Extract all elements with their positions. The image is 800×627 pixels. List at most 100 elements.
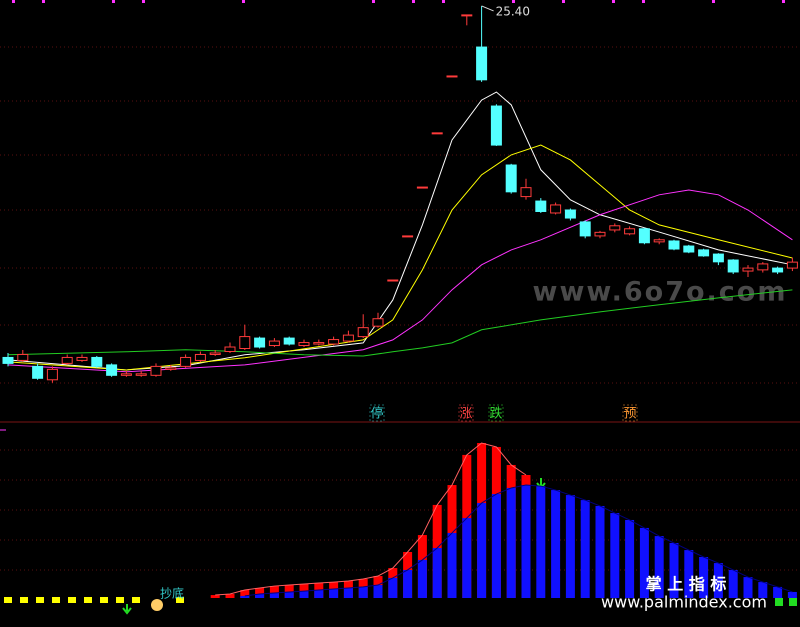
candle-body [61,356,73,364]
ma-line [7,289,793,357]
candle-body [550,204,562,214]
candle-body [638,228,650,244]
candle-body [624,228,636,235]
candle-body [106,364,118,376]
bar [462,518,472,598]
bar [565,495,575,598]
bar [536,486,546,598]
brand-url: www.palmindex.com [601,593,767,612]
bar [269,592,279,598]
candle-body [120,373,132,376]
candle-body [609,225,621,231]
candle-body [520,187,532,198]
annotation-box [488,404,504,422]
bar-trend-line [215,442,527,596]
annotation: 停 [370,406,383,422]
candle-body [135,373,147,376]
bar [314,590,324,598]
bar [329,589,339,598]
bar [240,590,250,598]
bar [269,586,279,598]
candle-body [490,105,502,146]
bar [491,494,501,598]
candle-body [431,132,443,135]
grid [0,46,800,571]
ma-line [7,189,793,373]
candle-body [372,318,384,327]
annotation: 预 [623,407,636,422]
bar [477,503,487,598]
candle-body [328,339,340,345]
candle-body [150,365,162,376]
candle-body [165,367,177,370]
annotation-box [369,404,385,422]
left-dashes [4,597,184,603]
bar [625,519,635,598]
candle-body [402,235,414,238]
candle-body [742,267,754,272]
bar [639,527,649,598]
candle-body [268,340,280,347]
annotation-box [458,404,474,422]
candle-body [594,231,606,237]
candle-body [224,346,236,352]
candle-body [683,245,695,253]
bar [610,513,620,598]
candle-body [757,263,769,271]
bar [432,548,442,598]
candle-body [387,279,399,282]
candle-body [254,337,266,348]
candle-body [239,336,251,350]
bar [447,532,457,598]
candle-body [32,365,44,379]
candle-body [357,327,369,338]
bar [580,500,590,598]
annotation-box [622,404,638,422]
candle-body [668,240,680,250]
brand: 掌 上 指 标 [646,575,727,594]
candle-body [476,46,488,81]
annotation: 跌 [489,406,502,422]
bar [743,577,753,598]
bar [551,490,561,598]
bar [699,556,709,598]
candle-body [772,267,784,273]
candle-body [91,356,103,367]
candle-body [298,342,310,347]
bar [758,582,768,598]
high-arrow [481,5,494,12]
bar [403,569,413,598]
candle-body [446,75,458,78]
bar [255,594,265,598]
candle-body [76,356,88,361]
bar [787,591,797,598]
bar [773,586,783,598]
bar [669,542,679,598]
candle-body [564,209,576,219]
bar [388,577,398,598]
candle-body [2,356,14,364]
bar [417,559,427,598]
bar [521,485,531,598]
candle-body [653,239,665,243]
bar [284,591,294,598]
candle-body [283,337,295,345]
bar [343,587,353,598]
candle-body [461,14,473,17]
bar [240,595,250,598]
candle-body [786,261,798,269]
high-label: 25.40 [496,4,530,18]
bar [654,536,664,598]
candle-body [416,186,428,189]
candle-body [194,353,206,361]
annotation: 涨 [459,407,472,422]
candle-body [579,221,591,237]
candle-body [727,259,739,273]
candle-body [46,368,58,381]
candle-body [712,253,724,263]
candle-body [535,200,547,212]
candle-body [17,353,29,361]
bar [713,563,723,598]
